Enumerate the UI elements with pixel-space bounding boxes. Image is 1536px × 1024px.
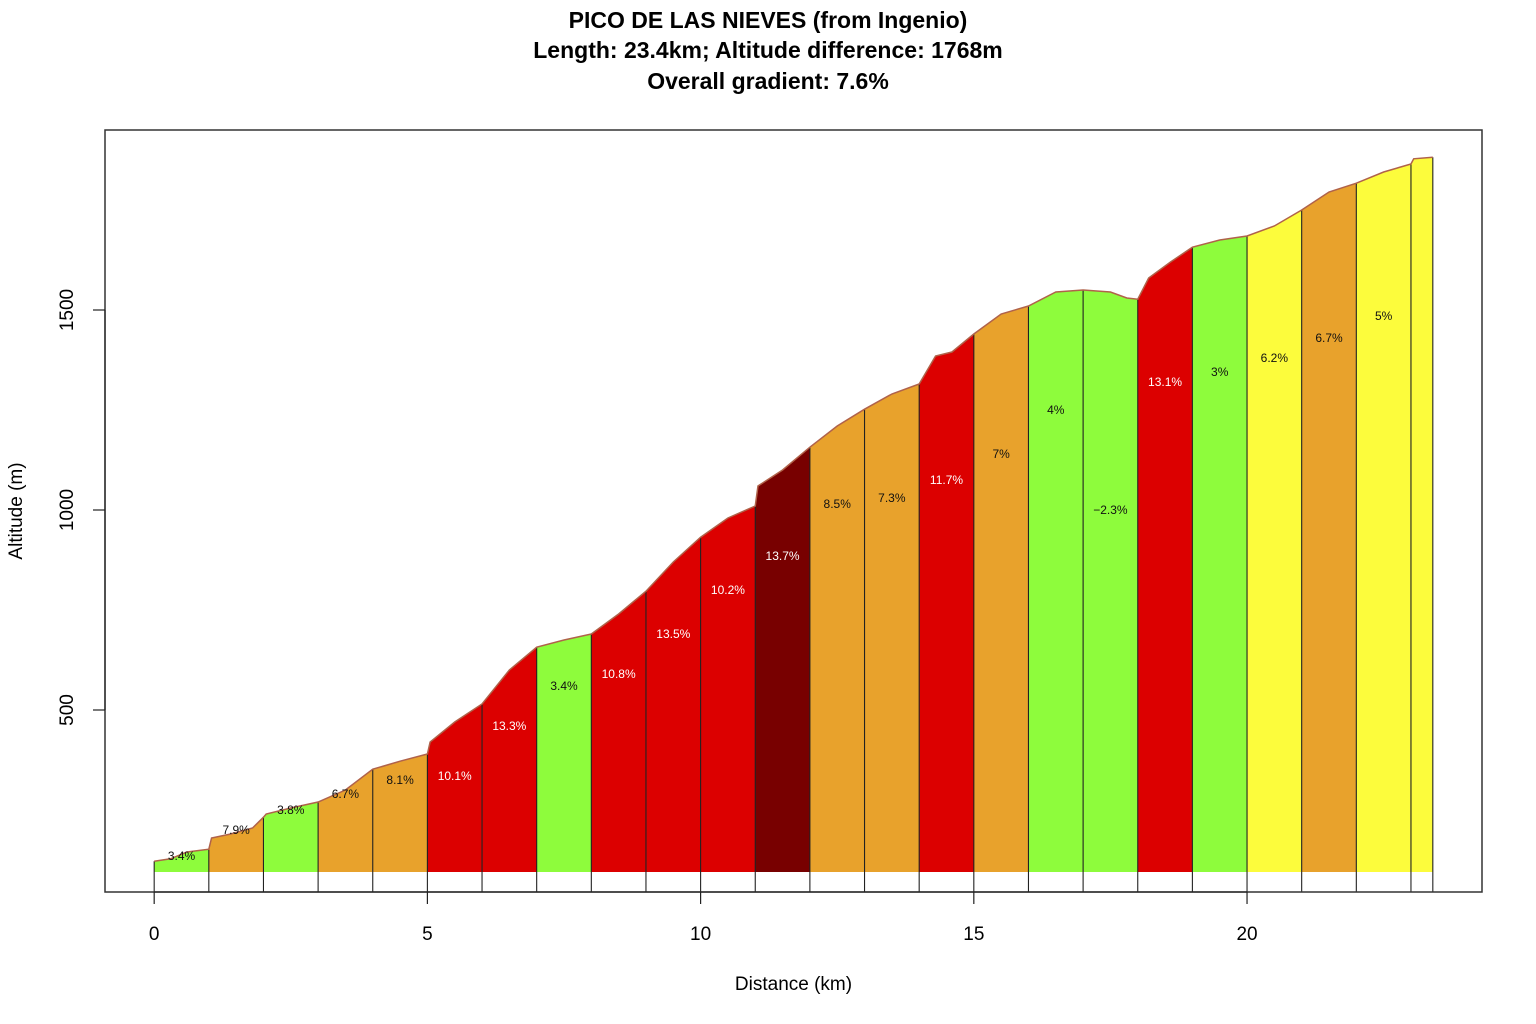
segment-fill-20 <box>1247 210 1302 872</box>
chart-title: PICO DE LAS NIEVES (from Ingenio) <box>568 7 968 33</box>
y-tick-label: 1500 <box>57 289 78 331</box>
gradient-label: 7.9% <box>222 823 250 837</box>
x-tick-label: 15 <box>963 924 984 945</box>
x-tick-label: 10 <box>690 924 711 945</box>
gradient-label: 10.2% <box>711 583 745 597</box>
segment-fill-5 <box>427 704 483 872</box>
x-axis: 0 5 10 15 20 <box>149 891 1258 945</box>
gradient-label: 3% <box>1211 365 1229 379</box>
gradient-label: 3.4% <box>550 679 578 693</box>
x-tick-label: 5 <box>422 924 433 945</box>
gradient-label: 13.7% <box>766 549 800 563</box>
gradient-label: 6.7% <box>1315 331 1343 345</box>
segment-fill-3 <box>318 769 373 872</box>
gradient-label: 10.1% <box>438 769 472 783</box>
km-dividers <box>153 157 1434 892</box>
gradient-label: 6.2% <box>1261 351 1289 365</box>
gradient-label: 3.4% <box>168 849 196 863</box>
x-tick-label: 20 <box>1236 924 1257 945</box>
gradient-segments <box>154 157 1433 872</box>
gradient-label: 11.7% <box>930 473 963 487</box>
gradient-label: 7.3% <box>878 491 906 505</box>
gradient-label: 6.7% <box>332 787 360 801</box>
segment-fill-9 <box>645 537 701 872</box>
x-axis-label: Distance (km) <box>735 974 852 995</box>
chart-subtitle-length: Length: 23.4km; Altitude difference: 176… <box>533 37 1003 63</box>
baseline-band-fill <box>154 872 1433 892</box>
profile-line <box>154 156 1433 862</box>
gradient-labels: 3.4% 7.9% 3.8% 6.7% 8.1% 10.1% 13.3% 3.4% 10.8% 1… <box>168 309 1393 863</box>
segment-fill-18 <box>1137 247 1193 872</box>
segment-fill-19 <box>1192 236 1248 872</box>
gradient-label: 13.1% <box>1148 375 1182 389</box>
gradient-label: 4% <box>1047 403 1065 417</box>
segment-fill-21 <box>1301 183 1357 872</box>
y-tick-label: 500 <box>57 694 78 726</box>
segment-fill-23 <box>1410 157 1433 872</box>
segment-fill-17 <box>1083 290 1138 872</box>
y-axis-label: Altitude (m) <box>6 462 27 559</box>
segment-fill-1 <box>208 817 264 872</box>
segment-fill-2 <box>263 802 319 872</box>
segment-fill-22 <box>1356 164 1411 872</box>
gradient-label: 10.8% <box>602 667 636 681</box>
segment-fill-12 <box>809 409 865 872</box>
segment-fill-11 <box>755 447 810 872</box>
segment-fill-10 <box>700 506 756 872</box>
gradient-label: 3.8% <box>277 803 305 817</box>
gradient-label: 13.3% <box>492 719 526 733</box>
gradient-label: 7% <box>992 447 1010 461</box>
segment-fill-6 <box>482 647 537 872</box>
segment-fill-14 <box>919 334 974 872</box>
x-tick-label: 0 <box>149 924 160 945</box>
segment-fill-7 <box>536 634 592 872</box>
gradient-label: 13.5% <box>656 627 690 641</box>
gradient-label: −2.3% <box>1093 503 1128 517</box>
segment-fill-15 <box>973 306 1029 872</box>
baseline-band <box>154 872 1433 892</box>
y-tick-label: 1000 <box>57 489 78 531</box>
gradient-label: 8.5% <box>824 497 852 511</box>
segment-fill-4 <box>372 754 428 872</box>
segment-fill-16 <box>1028 290 1084 872</box>
gradient-label: 5% <box>1375 309 1393 323</box>
segment-fill-0 <box>154 849 209 872</box>
segment-fill-8 <box>591 591 646 872</box>
gradient-label: 8.1% <box>386 773 414 787</box>
chart-subtitle-gradient: Overall gradient: 7.6% <box>647 68 889 94</box>
segment-fill-13 <box>864 384 920 872</box>
y-axis: 500 1000 1500 <box>57 289 106 726</box>
